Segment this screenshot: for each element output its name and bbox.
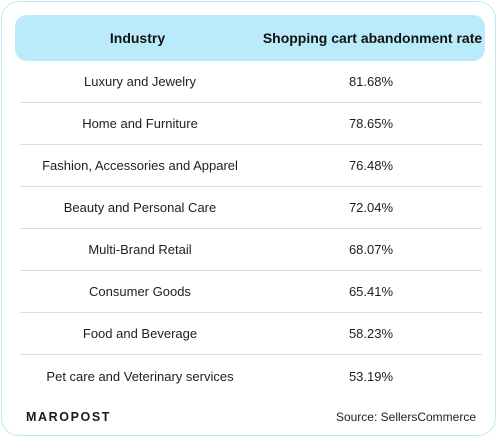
rate-cell: 78.65% (348, 116, 394, 131)
rate-cell: 58.23% (348, 326, 394, 341)
rate-cell: 72.04% (348, 200, 394, 215)
footer: MAROPOST Source: SellersCommerce (26, 410, 476, 424)
industry-cell: Pet care and Veterinary services (46, 368, 234, 384)
industry-cell: Luxury and Jewelry (84, 74, 196, 89)
industry-cell: Food and Beverage (82, 326, 198, 341)
table-row: Fashion, Accessories and Apparel 76.48% (20, 145, 482, 187)
table-header: Industry Shopping cart abandonment rate (15, 15, 485, 61)
industry-cell: Home and Furniture (82, 116, 198, 131)
table-row: Pet care and Veterinary services 53.19% (20, 355, 482, 397)
table-row: Home and Furniture 78.65% (20, 103, 482, 145)
rate-cell: 76.48% (348, 158, 394, 173)
rate-cell: 81.68% (348, 74, 394, 89)
rate-cell: 65.41% (348, 284, 394, 299)
industry-cell: Multi-Brand Retail (88, 242, 192, 257)
table-row: Beauty and Personal Care 72.04% (20, 187, 482, 229)
industry-cell: Fashion, Accessories and Apparel (42, 158, 238, 173)
industry-cell: Beauty and Personal Care (63, 200, 217, 215)
rate-cell: 53.19% (348, 368, 394, 384)
table-card: Industry Shopping cart abandonment rate … (1, 1, 496, 436)
maropost-logo: MAROPOST (26, 410, 112, 424)
rate-cell: 68.07% (348, 242, 394, 257)
table-row: Consumer Goods 65.41% (20, 271, 482, 313)
source-note: Source: SellersCommerce (335, 410, 476, 424)
table-row: Multi-Brand Retail 68.07% (20, 229, 482, 271)
column-header-abandonment-rate: Shopping cart abandonment rate (262, 30, 483, 46)
table-row: Food and Beverage 58.23% (20, 313, 482, 355)
table-row: Luxury and Jewelry 81.68% (20, 61, 482, 103)
table-body: Luxury and Jewelry 81.68% Home and Furni… (20, 61, 482, 397)
column-header-industry: Industry (109, 30, 166, 46)
industry-cell: Consumer Goods (89, 284, 191, 299)
